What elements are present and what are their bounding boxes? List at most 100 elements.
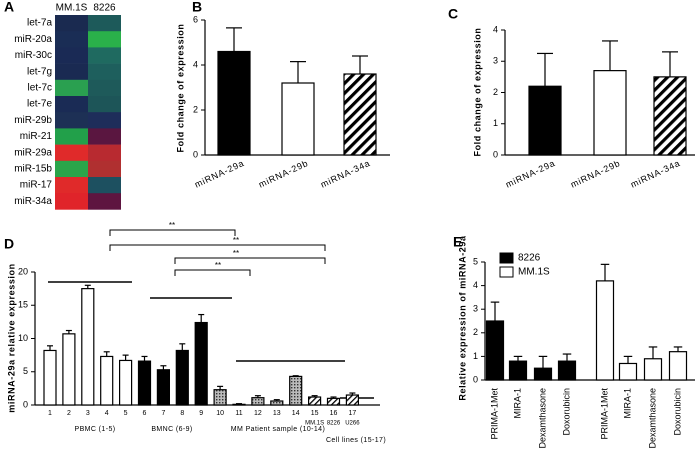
heatmap-cell	[55, 193, 88, 210]
bar	[81, 288, 95, 406]
x-tick-label: Doxorubicin	[672, 388, 682, 436]
heatmap-cell	[55, 47, 88, 64]
heatmap-cell	[88, 144, 121, 162]
y-tick-label: 3	[473, 304, 478, 314]
bar	[557, 360, 577, 381]
heatmap-cell	[88, 31, 121, 48]
x-tick-label: 1	[48, 410, 52, 417]
y-tick-label: 2	[193, 104, 198, 114]
heatmap-cell	[88, 79, 121, 97]
x-tick-label: PRIMA-1Met	[489, 388, 499, 440]
bar	[343, 73, 377, 156]
y-tick-label: 0	[473, 374, 478, 384]
heatmap-cell	[88, 47, 121, 64]
bar	[175, 349, 189, 406]
heatmap-cell	[55, 177, 88, 194]
row-label: miR-20a	[14, 34, 52, 45]
group-label: MM Patient sample (10-14)	[231, 426, 325, 433]
x-tick-label: MIRA-1	[512, 388, 522, 419]
row-label: miR-29b	[14, 115, 52, 126]
x-tick-label: 8	[180, 410, 184, 417]
bar	[595, 280, 615, 381]
bar	[653, 76, 687, 156]
x-tick-label: 17	[349, 410, 357, 417]
x-tick-label: miRNA-34a	[319, 158, 372, 190]
heatmap-cell	[55, 128, 88, 145]
group-label: BMNC (6-9)	[151, 426, 192, 433]
column-label: MM.1S	[56, 3, 88, 14]
y-tick-label: 5	[473, 256, 478, 266]
x-tick-label: 4	[105, 410, 109, 417]
bar	[289, 375, 303, 406]
x-tick-label: 12	[254, 410, 262, 417]
legend-swatch	[499, 266, 514, 278]
x-tick-label: 10	[216, 410, 224, 417]
bar	[326, 397, 341, 406]
x-tick-label: 13	[273, 410, 281, 417]
x-tick-label: 3	[86, 410, 90, 417]
x-tick-label: 6	[143, 410, 147, 417]
y-axis-label: Fold change of expression	[175, 23, 185, 152]
bar	[485, 320, 505, 381]
heatmap-cell	[88, 177, 121, 194]
row-label: miR-15b	[14, 164, 52, 175]
significance-label: **	[215, 261, 221, 270]
heatmap-cell	[55, 96, 88, 113]
bar	[281, 82, 315, 156]
significance-label: **	[169, 221, 175, 230]
bar	[43, 349, 57, 406]
bar	[62, 333, 76, 406]
x-tick-label: MIRA-1	[622, 388, 632, 419]
x-tick-label: 11	[235, 410, 242, 417]
panel-label: B	[192, 0, 202, 15]
y-tick-label: 2	[493, 87, 498, 97]
bar	[118, 359, 133, 406]
y-tick-label: 4	[493, 24, 498, 34]
y-tick-label: 4	[193, 59, 198, 69]
x-tick-label: Dexamthasone	[537, 388, 547, 449]
bar	[618, 362, 638, 381]
bar	[137, 360, 152, 406]
heatmap-cell	[88, 112, 121, 129]
y-tick-label: 20	[18, 266, 28, 276]
y-tick-label: 1	[473, 351, 478, 361]
cell-line-label: U266	[345, 421, 360, 427]
row-label: let-7e	[27, 99, 52, 110]
y-axis-label: miRNA-29a relative expression	[6, 263, 16, 412]
heatmap-cell	[88, 128, 121, 145]
y-tick-label: 2	[473, 327, 478, 337]
row-label: miR-17	[20, 180, 53, 191]
significance-label: **	[233, 236, 239, 245]
cell-line-label: MM.1S	[305, 421, 324, 427]
bar	[593, 70, 627, 156]
x-tick-label: 16	[330, 410, 338, 417]
y-axis-label: Fold change of expression	[472, 27, 482, 156]
x-tick-label: 7	[161, 410, 165, 417]
bar	[251, 397, 265, 406]
legend-label: MM.1S	[518, 267, 550, 278]
y-tick-label: 0	[23, 399, 28, 409]
significance-brackets	[109, 229, 326, 276]
heatmap-cell	[88, 160, 121, 178]
group-label: PBMC (1-5)	[75, 426, 116, 433]
bar	[217, 50, 251, 156]
x-tick-label: miRNA-29b	[569, 158, 622, 190]
significance-label: **	[233, 249, 239, 258]
y-tick-label: 6	[193, 14, 198, 24]
x-tick-label: miRNA-34a	[629, 158, 682, 190]
bar	[528, 85, 562, 156]
bar	[194, 321, 208, 406]
x-tick-label: 2	[67, 410, 71, 417]
heatmap-cell	[55, 31, 88, 48]
bar	[232, 403, 246, 406]
row-label: let-7a	[27, 18, 52, 29]
bar	[213, 389, 227, 406]
x-tick-label: PRIMA-1Met	[599, 388, 609, 440]
panel-label: D	[4, 236, 14, 252]
heatmap-cell	[88, 193, 121, 210]
heatmap-cell	[88, 63, 121, 81]
heatmap-cell	[55, 79, 88, 97]
group-label: Cell lines (15-17)	[326, 437, 386, 444]
row-label: let-7g	[27, 66, 52, 77]
bar	[270, 400, 284, 406]
